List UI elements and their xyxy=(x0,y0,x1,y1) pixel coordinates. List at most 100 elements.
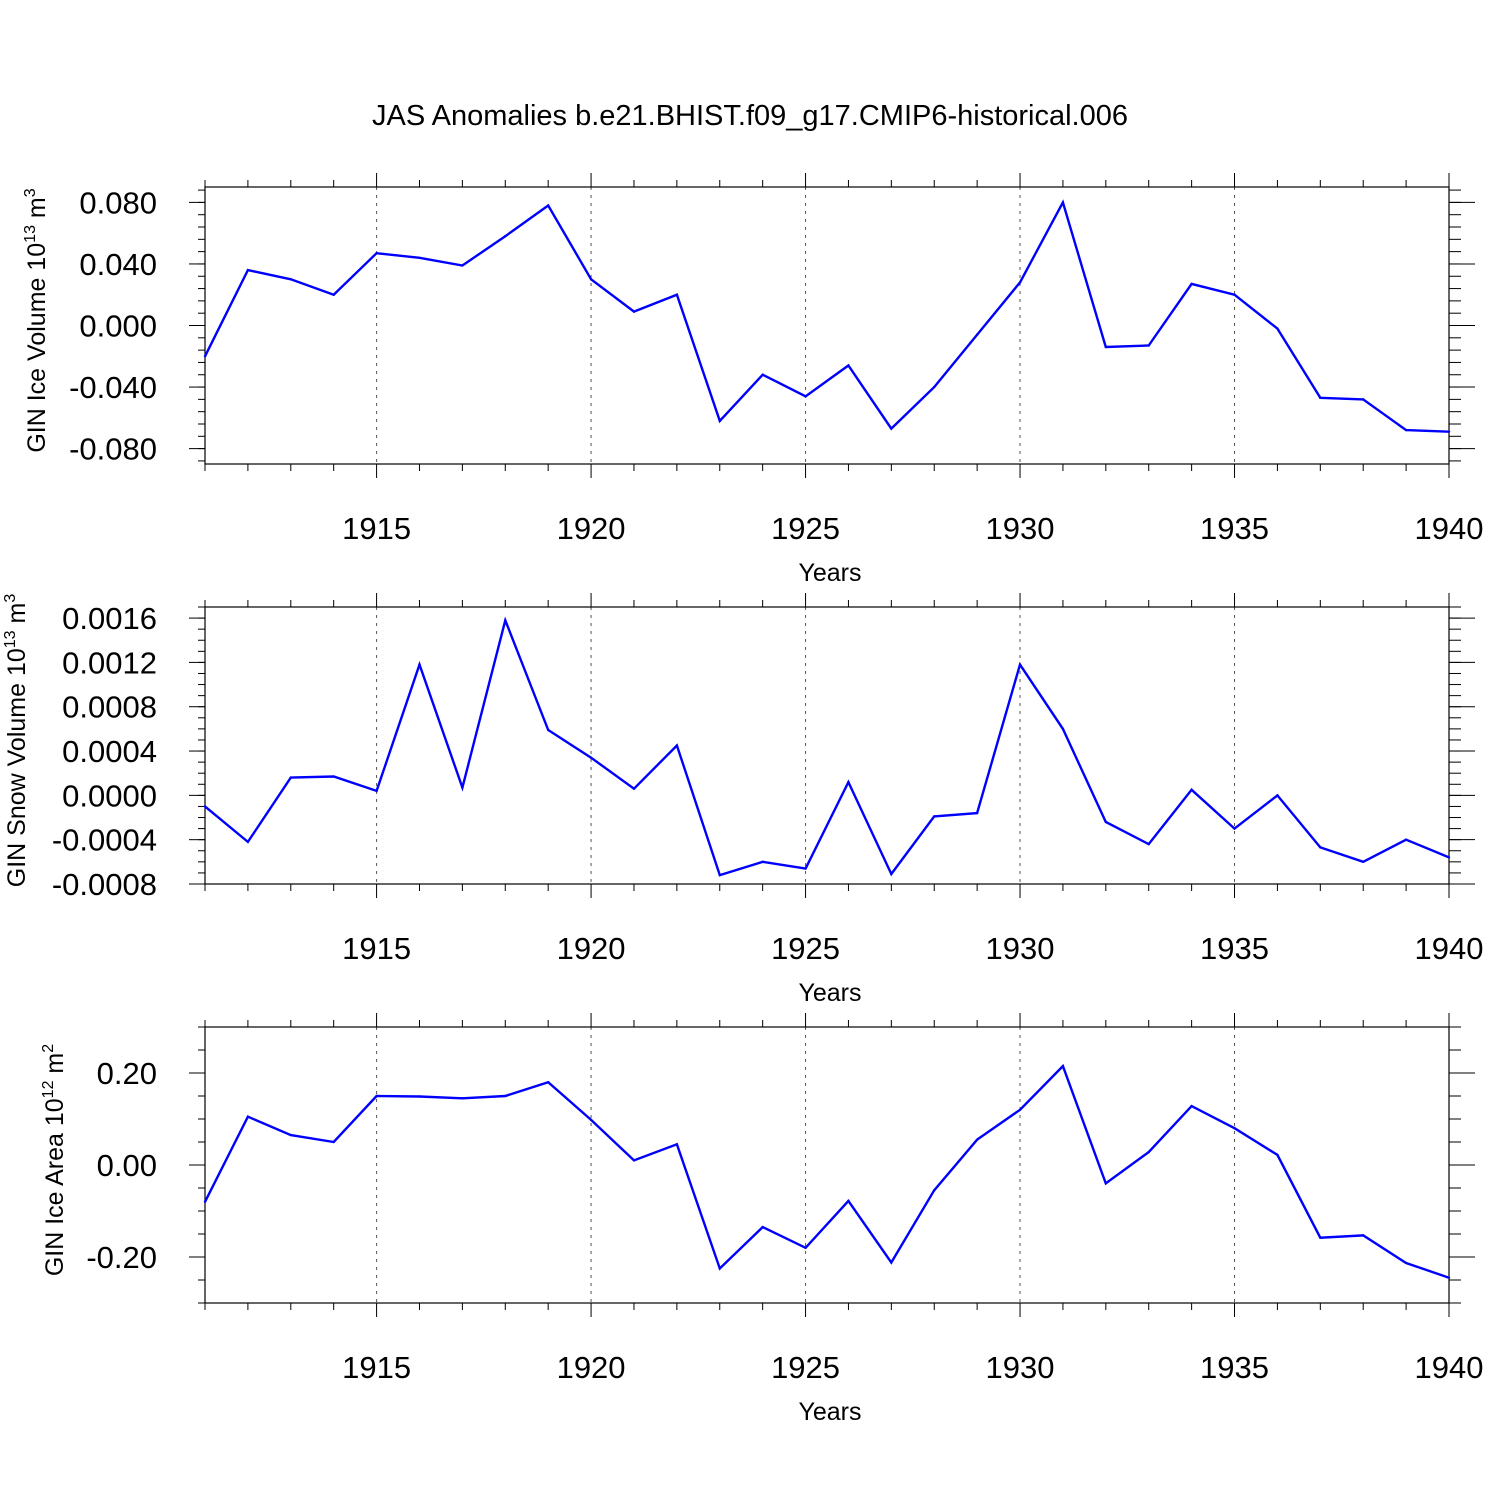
data-point xyxy=(1447,1276,1451,1279)
data-point xyxy=(1319,1236,1322,1239)
y-axis-label: GIN Ice Volume 1013 m3 xyxy=(22,188,51,452)
data-point xyxy=(203,805,207,808)
y-tick-label: 0.0008 xyxy=(62,690,157,725)
data-point xyxy=(1362,860,1365,864)
data-point xyxy=(1147,1150,1150,1154)
data-point xyxy=(589,756,593,759)
data-point xyxy=(975,333,979,336)
data-point xyxy=(1319,846,1322,849)
chart-panel-1: 0.080 0.040 0.000 -0.040 -0.080 1915 1920 1925 1… xyxy=(22,173,1483,587)
data-point xyxy=(718,873,721,877)
plot-frame xyxy=(204,1026,1450,1304)
data-point xyxy=(933,1189,936,1192)
data-point xyxy=(761,860,764,864)
data-point xyxy=(632,787,636,790)
y-tick-label: 0.040 xyxy=(79,247,157,282)
data-point xyxy=(675,744,679,747)
data-point xyxy=(804,867,807,870)
data-point xyxy=(804,1246,807,1250)
data-point xyxy=(718,1267,721,1270)
y-tick-label: -0.040 xyxy=(69,370,157,405)
series-line xyxy=(204,616,1450,877)
data-point xyxy=(975,811,979,815)
y-tick-label: -0.0004 xyxy=(52,823,157,858)
y-tick-label: 0.080 xyxy=(79,185,157,220)
data-point xyxy=(461,264,464,267)
data-point xyxy=(1104,1182,1108,1185)
data-point xyxy=(632,1159,636,1162)
data-point xyxy=(1447,856,1451,859)
data-point xyxy=(1447,430,1451,433)
data-point xyxy=(1104,820,1108,824)
y-tick-label: 0.00 xyxy=(97,1148,157,1183)
x-tick-label: 1915 xyxy=(342,511,411,546)
data-point xyxy=(1190,1104,1193,1108)
data-point xyxy=(975,1138,979,1141)
chart-panel-2: 0.0016 0.0012 0.0008 0.0004 0.0000 -0.0004 -0.… xyxy=(2,593,1483,1007)
data-point xyxy=(933,385,936,389)
data-point xyxy=(675,1143,679,1146)
y-axis-label: GIN Snow Volume 1013 m3 xyxy=(2,594,31,888)
data-point xyxy=(332,293,335,296)
series-line xyxy=(203,1063,1450,1279)
data-point xyxy=(332,1140,335,1144)
data-point xyxy=(504,619,507,622)
data-point xyxy=(933,815,936,818)
x-tick-label: 1935 xyxy=(1200,1350,1269,1385)
data-point xyxy=(504,235,507,238)
plot-frame xyxy=(204,606,1450,885)
data-point xyxy=(890,872,893,876)
data-point xyxy=(1362,398,1365,401)
data-point xyxy=(546,728,550,732)
x-tick-label: 1915 xyxy=(342,931,411,966)
data-point xyxy=(847,780,850,784)
data-point xyxy=(1319,396,1322,400)
data-point xyxy=(1276,327,1279,330)
data-point xyxy=(890,427,893,430)
data-point xyxy=(1404,1261,1408,1265)
data-point xyxy=(332,775,335,778)
data-point xyxy=(289,776,292,779)
x-axis-label: Years xyxy=(798,559,861,587)
series-line xyxy=(203,199,1450,433)
data-point xyxy=(589,1118,593,1122)
x-tick-label: 1935 xyxy=(1200,511,1269,546)
x-tick-label: 1930 xyxy=(986,511,1055,546)
x-tick-label: 1920 xyxy=(557,511,626,546)
data-point xyxy=(1190,282,1193,286)
y-tick-label: 0.0000 xyxy=(62,778,157,813)
data-point xyxy=(718,419,721,423)
x-tick-label: 1930 xyxy=(986,1350,1055,1385)
chart-panel-3: 0.20 0.00 -0.20 1915 1920 1925 1930 1935 1940 Yea… xyxy=(40,1013,1483,1426)
y-tick-label: -0.20 xyxy=(86,1240,157,1275)
plot-frame xyxy=(204,186,1450,465)
data-point xyxy=(1404,838,1408,841)
data-point xyxy=(1061,201,1065,204)
data-point xyxy=(1147,842,1150,846)
data-point xyxy=(1233,827,1236,830)
y-tick-label: 0.0012 xyxy=(62,645,157,680)
data-point xyxy=(847,364,850,367)
data-point xyxy=(289,1133,292,1137)
y-tick-label: -0.080 xyxy=(69,432,157,467)
data-point xyxy=(461,786,464,789)
data-point xyxy=(504,1094,507,1098)
data-point xyxy=(418,256,421,259)
data-point xyxy=(675,293,679,296)
data-point xyxy=(761,1225,764,1229)
panels: 0.080 0.040 0.000 -0.040 -0.080 1915 1920 1925 1… xyxy=(2,173,1483,1426)
y-axis-label: GIN Ice Area 1012 m2 xyxy=(40,1044,69,1276)
data-point xyxy=(761,373,764,376)
data-point xyxy=(1018,1108,1022,1112)
data-point xyxy=(246,1115,250,1118)
y-tick-label: 0.20 xyxy=(97,1056,157,1091)
data-point xyxy=(1018,663,1022,666)
x-axis-label: Years xyxy=(798,979,861,1007)
data-point xyxy=(1404,428,1408,432)
data-point xyxy=(246,840,250,844)
data-point xyxy=(375,251,378,255)
y-tick-label: 0.0016 xyxy=(62,601,157,636)
data-point xyxy=(1018,281,1022,284)
data-point xyxy=(1104,345,1108,349)
